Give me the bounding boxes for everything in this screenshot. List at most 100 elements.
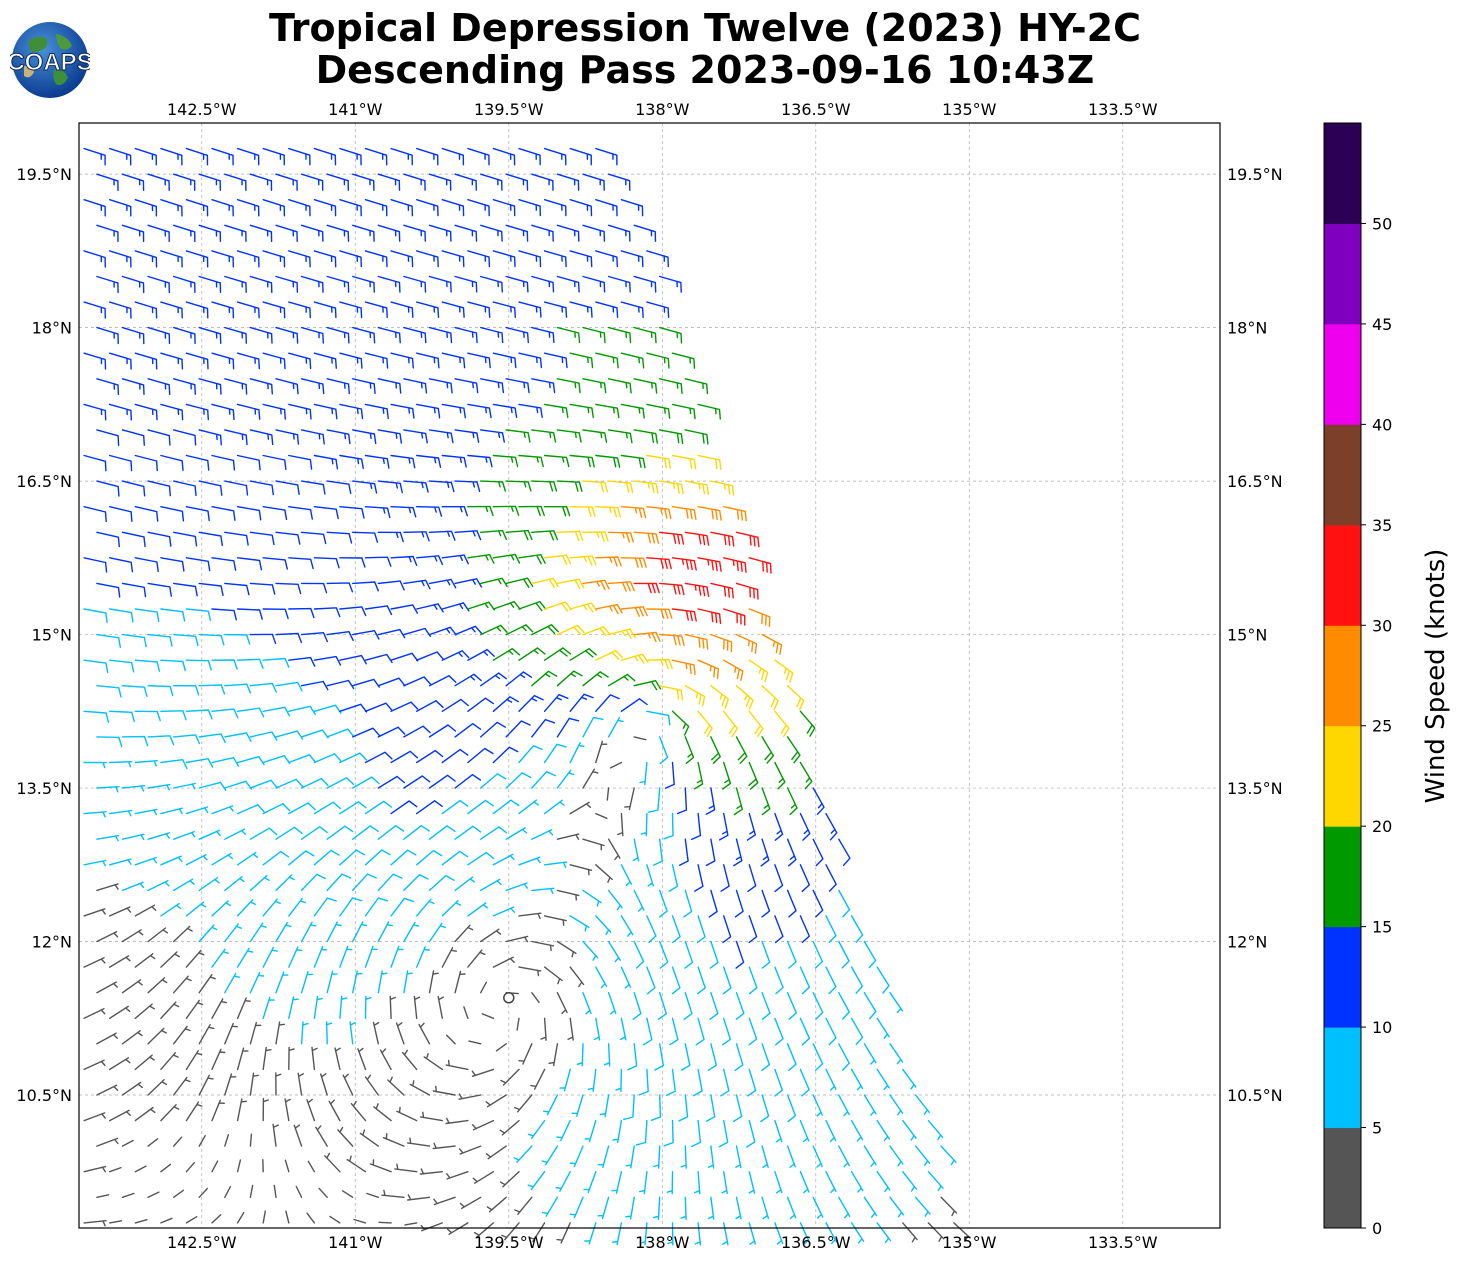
wind-barb <box>339 995 348 1019</box>
wind-barb <box>454 625 483 636</box>
wind-barb <box>109 858 132 866</box>
wind-barb <box>313 352 337 369</box>
wind-barb <box>467 301 491 318</box>
wind-barb <box>134 608 160 623</box>
wind-barb <box>403 275 427 293</box>
wind-barb <box>441 947 457 968</box>
wind-barb <box>390 403 415 419</box>
wind-barb <box>96 1194 110 1198</box>
wind-barb <box>134 760 158 767</box>
wind-barb <box>160 759 188 769</box>
wind-barb <box>339 752 368 764</box>
wind-barb <box>364 506 391 519</box>
wind-barb <box>339 352 363 369</box>
wind-barb <box>160 710 187 721</box>
wind-barb <box>390 250 414 268</box>
wind-barb <box>377 921 393 943</box>
wind-barb <box>710 480 735 496</box>
wind-barb <box>236 899 256 917</box>
wind-barb <box>109 250 132 268</box>
wind-barb <box>364 403 389 419</box>
wind-barb <box>339 199 362 217</box>
wind-barb <box>531 378 556 394</box>
wind-barb <box>185 1050 203 1071</box>
wind-barb <box>364 556 392 567</box>
wind-barb <box>604 1043 611 1067</box>
wind-barb <box>458 1093 482 1100</box>
wind-barb <box>373 1103 392 1122</box>
wind-barb <box>173 275 196 294</box>
wind-barb <box>518 199 541 217</box>
wind-barb <box>454 530 482 541</box>
colorbar-bin <box>1324 524 1361 626</box>
wind-barb <box>735 1145 742 1169</box>
wind-barb <box>326 378 350 395</box>
wind-barb <box>633 680 662 691</box>
wind-barb <box>595 915 612 936</box>
wind-barb <box>285 1210 290 1224</box>
wind-barb <box>735 940 745 969</box>
wind-barb <box>569 147 592 166</box>
wind-barb <box>416 301 440 318</box>
wind-barb <box>390 652 419 662</box>
wind-barb <box>633 326 657 344</box>
wind-barb <box>211 199 234 217</box>
wind-barb <box>313 301 337 319</box>
wind-barb <box>96 883 119 892</box>
wind-barb <box>676 787 688 815</box>
wind-barb <box>710 531 735 547</box>
wind-barb <box>691 1119 702 1148</box>
colorbar-tick-label: 25 <box>1372 717 1392 736</box>
wind-barb <box>441 454 467 468</box>
wind-barb <box>710 633 733 653</box>
wind-barb <box>467 454 493 468</box>
wind-barb <box>249 326 273 344</box>
wind-barb <box>454 825 482 840</box>
wind-barb <box>480 275 503 293</box>
wind-barb <box>249 633 277 644</box>
wind-barb <box>543 743 567 764</box>
wind-barb <box>390 301 414 318</box>
wind-barb <box>518 147 541 166</box>
wind-barb <box>121 275 145 294</box>
wind-barb <box>249 1072 259 1096</box>
wind-barb <box>680 1043 691 1071</box>
wind-barb <box>109 506 133 522</box>
wind-barb <box>786 685 805 711</box>
wind-barb <box>390 849 417 866</box>
wind-barb <box>889 1043 904 1065</box>
wind-barb <box>640 812 648 837</box>
wind-barb <box>339 801 367 815</box>
wind-barb <box>838 838 851 866</box>
wind-barb <box>185 301 209 319</box>
wind-barb <box>300 378 325 395</box>
wind-barb <box>416 250 439 268</box>
wind-barb <box>492 553 521 564</box>
wind-barb <box>799 1222 811 1245</box>
wind-barb <box>173 782 196 790</box>
wind-barb <box>680 1196 687 1220</box>
wind-barb <box>748 761 759 790</box>
wind-barb <box>812 838 824 867</box>
wind-barb <box>953 1222 971 1242</box>
wind-barb <box>339 654 367 665</box>
wind-barb <box>262 1046 272 1071</box>
wind-barb <box>582 889 602 907</box>
wind-barb <box>582 716 604 738</box>
wind-barb <box>121 633 147 648</box>
wind-barb <box>416 506 443 517</box>
wind-barb <box>467 147 490 166</box>
wind-barb <box>160 1104 180 1122</box>
wind-barb <box>134 301 158 319</box>
wind-barb <box>607 224 631 242</box>
wind-barb <box>416 898 435 917</box>
wind-barb <box>160 855 183 866</box>
wind-barb <box>147 783 171 791</box>
wind-barb <box>697 966 706 995</box>
wind-barb <box>480 672 507 687</box>
wind-barb <box>109 659 135 673</box>
wind-barb <box>505 378 530 394</box>
wind-barb <box>352 776 380 789</box>
wind-barb <box>607 429 633 444</box>
wind-barb <box>786 736 801 764</box>
